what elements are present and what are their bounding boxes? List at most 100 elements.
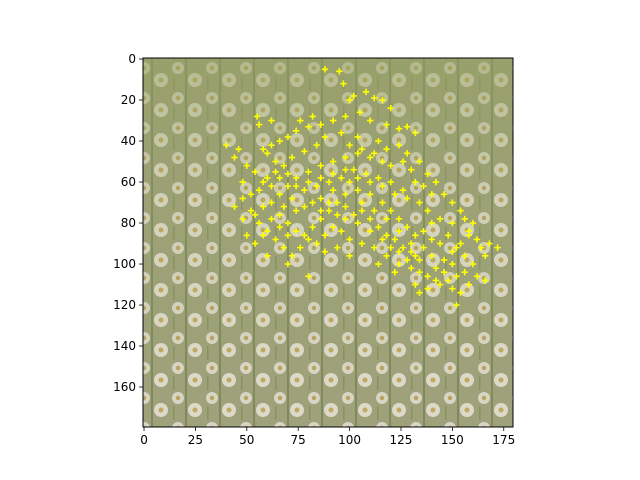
scatter-point	[469, 260, 477, 268]
scatter-point	[408, 166, 415, 173]
y-tick-label: 0	[128, 52, 136, 66]
scatter-point	[371, 150, 378, 157]
y-tick-label: 140	[113, 339, 136, 353]
scatter-point	[366, 228, 374, 235]
scatter-point	[346, 236, 353, 243]
scatter-point	[321, 232, 329, 239]
scatter-point	[346, 252, 353, 260]
scatter-point	[264, 228, 271, 235]
scatter-point	[445, 232, 452, 239]
scatter-point	[457, 207, 464, 214]
scatter-point	[403, 223, 411, 231]
scatter-point	[354, 133, 362, 141]
scatter-point	[465, 228, 473, 235]
scatter-point	[338, 129, 345, 137]
scatter-point	[305, 273, 312, 280]
background-image-tint	[143, 58, 513, 427]
scatter-point	[424, 170, 431, 178]
x-tick-label: 75	[291, 433, 306, 447]
scatter-point	[276, 223, 283, 231]
scatter-point	[309, 113, 316, 120]
scatter-point	[292, 174, 300, 182]
scatter-point	[366, 215, 374, 223]
scatter-point	[403, 195, 411, 202]
scatter-series	[223, 66, 501, 309]
scatter-point	[428, 252, 436, 260]
scatter-point	[362, 170, 370, 178]
scatter-point	[334, 211, 341, 219]
scatter-point	[371, 94, 378, 102]
scatter-point	[387, 207, 394, 214]
x-tick-label: 50	[239, 433, 254, 447]
scatter-point	[473, 236, 481, 243]
scatter-point	[325, 199, 333, 206]
scatter-point	[408, 248, 415, 255]
scatter-point	[297, 117, 304, 124]
scatter-point	[292, 228, 300, 235]
scatter-point	[276, 174, 283, 182]
scatter-point	[329, 117, 337, 124]
scatter-point	[391, 191, 399, 198]
scatter-point	[412, 252, 419, 260]
scatter-point	[424, 207, 431, 214]
scatter-point	[461, 269, 468, 276]
scatter-point	[280, 162, 288, 169]
scatter-point	[432, 277, 440, 284]
x-tick-label: 0	[140, 433, 148, 447]
scatter-point	[428, 191, 436, 198]
scatter-point	[284, 182, 292, 190]
y-tick-label: 60	[121, 175, 136, 189]
scatter-point	[486, 240, 493, 247]
scatter-point	[408, 240, 415, 247]
scatter-point	[305, 123, 312, 130]
scatter-point	[301, 203, 308, 210]
scatter-point	[395, 125, 403, 132]
scatter-point	[469, 219, 477, 227]
scatter-point	[329, 223, 337, 231]
scatter-point	[301, 187, 308, 194]
scatter-point	[379, 182, 386, 190]
y-axis: 0 20 40 60 80 100 120 140 160	[113, 52, 143, 394]
scatter-point	[329, 187, 337, 194]
scatter-point	[260, 178, 267, 186]
scatter-point	[445, 277, 452, 284]
scatter-point	[416, 158, 423, 165]
scatter-point	[436, 215, 444, 223]
scatter-point	[342, 203, 349, 210]
scatter-point	[356, 109, 364, 116]
scatter-point	[412, 129, 419, 137]
scatter-point	[292, 127, 300, 134]
scatter-point	[383, 146, 390, 153]
scatter-point	[482, 277, 489, 284]
scatter-point	[251, 240, 259, 247]
scatter-point	[383, 252, 390, 260]
scatter-point	[403, 256, 411, 264]
scatter-point	[260, 146, 267, 153]
scatter-point	[313, 240, 320, 247]
scatter-point	[366, 154, 374, 161]
scatter-point	[457, 240, 464, 247]
scatter-point	[340, 80, 347, 87]
scatter-point	[288, 154, 296, 161]
scatter-point	[346, 178, 353, 186]
scatter-point	[453, 301, 460, 309]
scatter-point	[338, 228, 345, 235]
scatter-point	[387, 105, 394, 112]
scatter-point	[284, 170, 292, 178]
scatter-point	[239, 195, 246, 202]
scatter-point	[329, 170, 337, 178]
scatter-point	[416, 199, 423, 206]
scatter-point	[416, 256, 423, 264]
scatter-point	[395, 228, 403, 235]
scatter-point	[432, 178, 440, 186]
scatter-point	[412, 281, 419, 288]
scatter-point	[379, 199, 386, 206]
scatter-point	[268, 141, 275, 149]
scatter-point	[375, 223, 382, 231]
scatter-point	[473, 273, 481, 280]
scatter-point	[305, 168, 312, 175]
scatter-point	[346, 141, 353, 149]
x-axis: 0 25 50 75 100 125 150 175	[140, 427, 515, 447]
scatter-point	[432, 264, 440, 272]
